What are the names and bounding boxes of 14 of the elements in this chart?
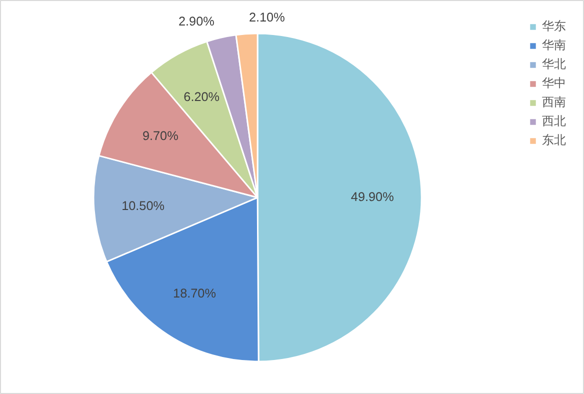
legend-label: 西北 bbox=[542, 113, 566, 130]
data-label: 9.70% bbox=[142, 129, 178, 144]
data-label: 18.70% bbox=[173, 286, 216, 301]
data-label: 2.90% bbox=[178, 14, 214, 28]
legend-label: 华南 bbox=[542, 37, 566, 54]
data-label: 2.10% bbox=[248, 10, 285, 24]
legend-label: 华北 bbox=[542, 56, 566, 73]
legend-label: 华中 bbox=[542, 75, 566, 92]
legend-label: 东北 bbox=[542, 132, 566, 149]
data-label: 6.20% bbox=[184, 90, 220, 104]
data-label: 49.90% bbox=[350, 190, 394, 204]
legend-label: 华东 bbox=[542, 18, 566, 35]
data-label: 10.50% bbox=[122, 198, 164, 213]
legend-label: 西南 bbox=[542, 94, 566, 111]
